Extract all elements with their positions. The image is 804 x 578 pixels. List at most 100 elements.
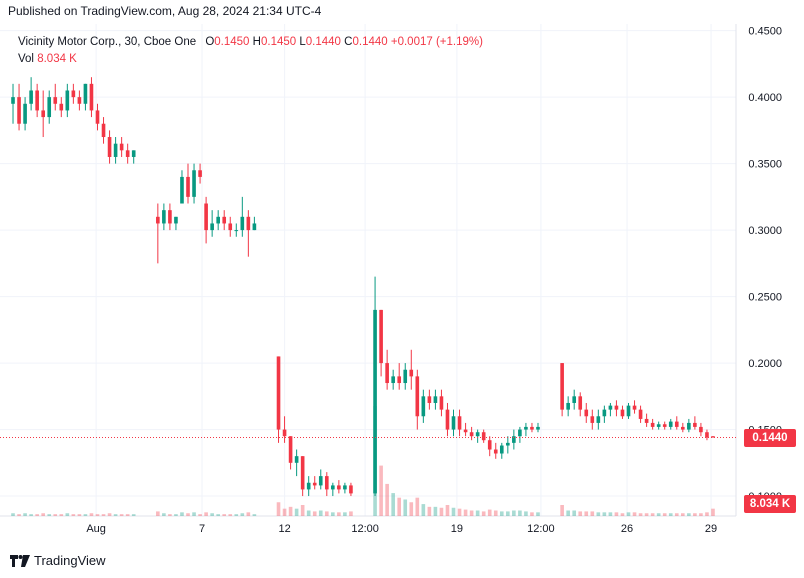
candle-body: [566, 402, 570, 410]
candle-body: [47, 97, 52, 118]
candle-body: [457, 416, 462, 430]
volume-bar: [41, 513, 45, 516]
volume-bar: [95, 514, 100, 516]
candle-body: [216, 216, 220, 224]
candle-body: [306, 482, 311, 490]
candle-body: [276, 356, 281, 430]
candle-body: [427, 396, 432, 403]
volume-bar: [445, 505, 450, 516]
candle-body: [300, 456, 305, 490]
candlestick-chart[interactable]: 0.45000.40000.35000.30000.25000.20000.15…: [0, 24, 804, 550]
volume-bar: [65, 513, 70, 516]
candle-body: [349, 485, 353, 494]
candle-body: [222, 216, 227, 224]
volume-bar: [35, 514, 39, 516]
candle-body: [674, 421, 679, 427]
candle-body: [331, 485, 335, 490]
volume-bar: [119, 514, 124, 516]
volume-bar: [512, 510, 516, 516]
volume-bar: [192, 512, 196, 516]
volume-bar: [524, 511, 528, 516]
volume-bar: [47, 514, 52, 516]
candle-body: [638, 409, 643, 419]
candle-body: [421, 396, 426, 417]
volume-bar: [705, 512, 709, 516]
candle-body: [101, 123, 106, 138]
volume-bar: [222, 514, 227, 516]
candle-body: [397, 376, 402, 384]
candle-body: [337, 485, 341, 490]
candle-body: [530, 426, 534, 430]
candle-body: [415, 376, 420, 417]
volume-bar: [113, 514, 118, 516]
y-tick-label: 0.4000: [748, 92, 782, 104]
footer-brand: TradingView: [34, 553, 106, 568]
candle-body: [681, 426, 685, 430]
volume-bar: [17, 514, 21, 516]
volume-bar: [300, 505, 305, 516]
volume-bar: [288, 506, 293, 516]
candle-body: [41, 110, 45, 118]
candle-body: [433, 396, 438, 403]
volume-bar: [451, 507, 456, 516]
candle-body: [512, 436, 516, 443]
x-axis-labels: Aug 7 12 12:00 19 12:00 26 29: [86, 523, 717, 535]
volume-bar: [687, 513, 691, 516]
candle-body: [536, 426, 540, 430]
volume-bar: [83, 514, 88, 516]
candle-body: [439, 396, 444, 410]
y-tick-label: 0.2000: [748, 358, 782, 370]
candle-body: [560, 363, 564, 410]
candles: [11, 77, 715, 497]
last-price-tag: 0.1440: [744, 428, 796, 447]
volume-bar: [681, 513, 685, 516]
volume-bar: [210, 513, 214, 516]
grid-lines: [0, 24, 737, 517]
volume-bar: [415, 497, 420, 516]
volume-bar: [391, 493, 395, 516]
volume-bar: [318, 510, 323, 516]
x-tick-label: 26: [621, 523, 633, 535]
volume-bar: [162, 513, 166, 516]
volume-bar: [699, 513, 703, 516]
candle-body: [77, 97, 82, 104]
candle-body: [11, 97, 15, 104]
volume-bar: [180, 512, 184, 516]
volume-bar: [650, 513, 655, 516]
volume-bar: [131, 514, 136, 516]
volume-bar: [125, 514, 130, 516]
candle-body: [632, 405, 637, 410]
candle-body: [469, 432, 474, 437]
volume-bar: [306, 510, 311, 516]
candle-body: [186, 176, 190, 197]
candle-body: [95, 110, 100, 124]
volume-bar: [204, 512, 208, 516]
volume-bar: [620, 513, 625, 516]
volume-bar: [282, 508, 287, 516]
candle-body: [53, 97, 58, 104]
volume-bar: [463, 509, 468, 516]
candle-body: [499, 445, 504, 454]
volume-bar: [572, 510, 577, 516]
volume-bar: [487, 509, 492, 516]
candle-body: [451, 416, 456, 430]
volume-bar: [596, 512, 601, 516]
footer: TradingView: [10, 553, 106, 568]
candle-body: [131, 150, 136, 157]
volume-bar: [246, 512, 251, 516]
candle-body: [487, 440, 492, 450]
volume-bar: [644, 513, 649, 516]
volume-bar: [53, 514, 58, 516]
volume-legend: Vol 8.034 K: [18, 53, 77, 65]
candle-body: [156, 216, 160, 224]
candle-body: [65, 90, 70, 111]
volume-bar: [475, 510, 480, 516]
volume-bar: [439, 507, 444, 516]
volume-bar: [668, 513, 673, 516]
chart-area[interactable]: 0.45000.40000.35000.30000.25000.20000.15…: [0, 24, 804, 550]
candle-body: [125, 150, 130, 157]
candle-body: [481, 432, 486, 441]
candle-body: [445, 409, 450, 430]
volume-value: 8.034 K: [37, 53, 77, 65]
candle-body: [524, 426, 528, 430]
